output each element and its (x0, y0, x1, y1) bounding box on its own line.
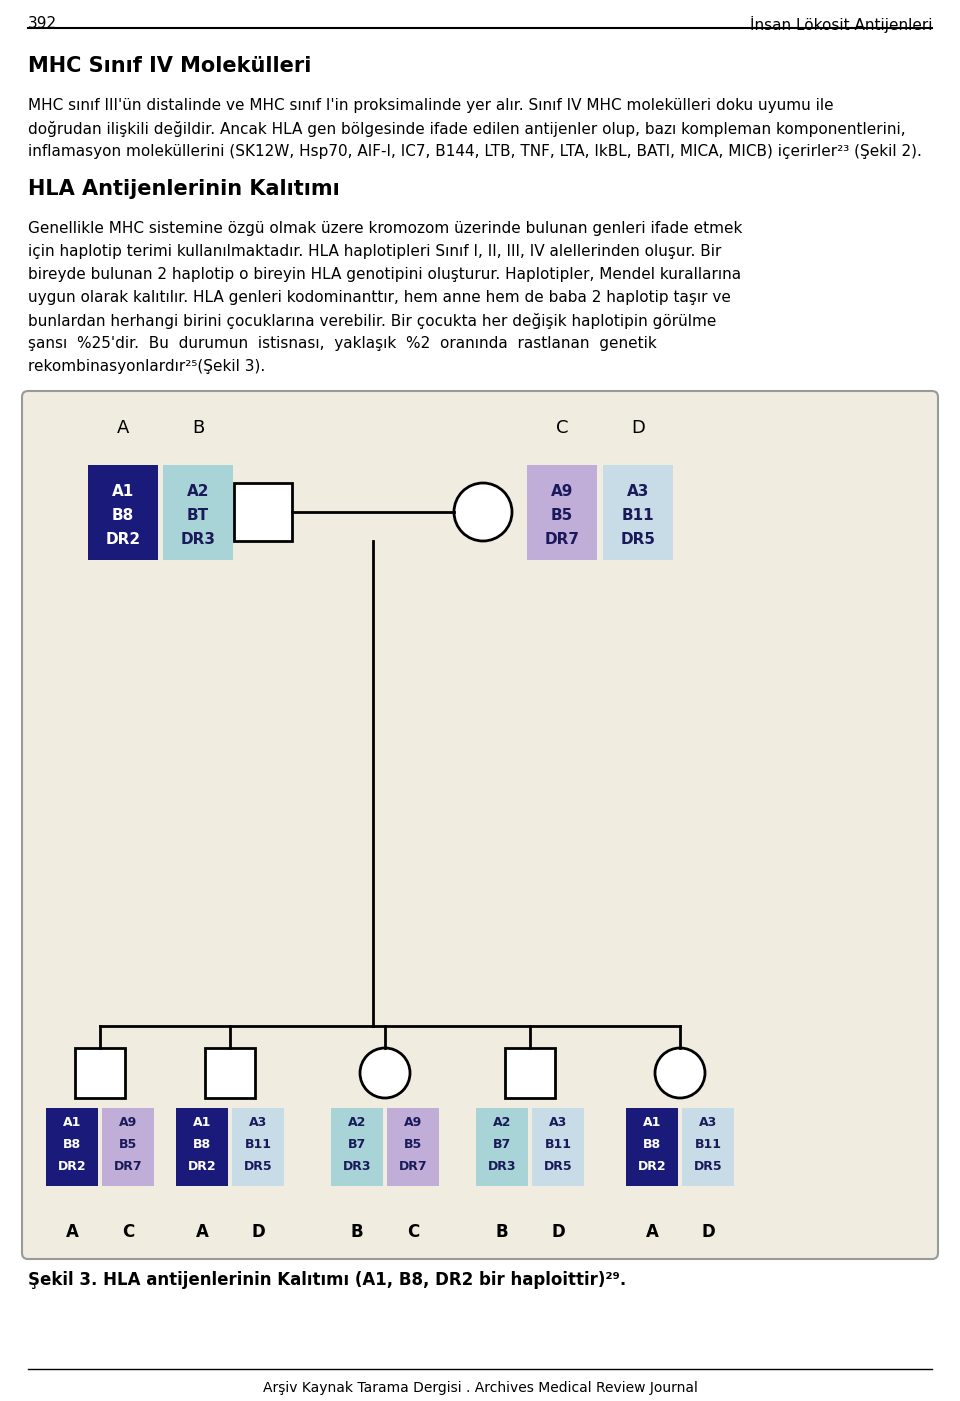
Text: B: B (350, 1223, 363, 1241)
Text: B11: B11 (245, 1138, 272, 1152)
Bar (88, 465, 158, 559)
Text: B5: B5 (404, 1138, 422, 1152)
Text: B5: B5 (551, 509, 573, 523)
Text: B8: B8 (193, 1138, 211, 1152)
Text: DR5: DR5 (620, 532, 656, 546)
Text: DR3: DR3 (180, 532, 215, 546)
Text: DR5: DR5 (543, 1160, 572, 1173)
Bar (532, 1108, 584, 1187)
Text: A: A (117, 419, 130, 437)
Text: A1: A1 (62, 1117, 82, 1129)
Text: DR2: DR2 (188, 1160, 216, 1173)
Text: A3: A3 (249, 1117, 267, 1129)
Bar (603, 465, 673, 559)
Text: A2: A2 (187, 483, 209, 499)
Bar (234, 483, 292, 541)
Text: DR7: DR7 (113, 1160, 142, 1173)
Bar (102, 1108, 154, 1187)
Text: B8: B8 (63, 1138, 81, 1152)
Text: B: B (192, 419, 204, 437)
Text: C: C (556, 419, 568, 437)
Bar (232, 1108, 284, 1187)
Text: B7: B7 (348, 1138, 366, 1152)
Text: Arşiv Kaynak Tarama Dergisi . Archives Medical Review Journal: Arşiv Kaynak Tarama Dergisi . Archives M… (263, 1381, 697, 1395)
Text: B7: B7 (492, 1138, 511, 1152)
Text: DR5: DR5 (244, 1160, 273, 1173)
Text: D: D (252, 1223, 265, 1241)
Text: A: A (196, 1223, 208, 1241)
Text: A1: A1 (643, 1117, 661, 1129)
Text: DR2: DR2 (58, 1160, 86, 1173)
Bar (387, 1108, 439, 1187)
Text: DR2: DR2 (106, 532, 140, 546)
Text: C: C (407, 1223, 420, 1241)
Text: Şekil 3. HLA antijenlerinin Kalıtımı (A1, B8, DR2 bir haploittir)²⁹.: Şekil 3. HLA antijenlerinin Kalıtımı (A1… (28, 1271, 626, 1289)
Text: A3: A3 (549, 1117, 567, 1129)
Bar (476, 1108, 528, 1187)
Text: İnsan Lökosit Antijenleri: İnsan Lökosit Antijenleri (750, 15, 932, 34)
Text: B11: B11 (622, 509, 655, 523)
Text: MHC sınıf III'ün distalinde ve MHC sınıf I'in proksimalinde yer alır. Sınıf IV M: MHC sınıf III'ün distalinde ve MHC sınıf… (28, 98, 833, 113)
Text: B: B (495, 1223, 508, 1241)
Text: A1: A1 (193, 1117, 211, 1129)
Bar (527, 465, 597, 559)
Text: A: A (645, 1223, 659, 1241)
Bar (176, 1108, 228, 1187)
Text: A2: A2 (492, 1117, 511, 1129)
Text: bireyde bulunan 2 haplotip o bireyin HLA genotipini oluşturur. Haplotipler, Mend: bireyde bulunan 2 haplotip o bireyin HLA… (28, 268, 741, 282)
Text: inflamasyon moleküllerini (SK12W, Hsp70, AIF-I, IC7, B144, LTB, TNF, LTA, IkBL, : inflamasyon moleküllerini (SK12W, Hsp70,… (28, 144, 922, 158)
Bar (682, 1108, 734, 1187)
Text: Genellikle MHC sistemine özgü olmak üzere kromozom üzerinde bulunan genleri ifad: Genellikle MHC sistemine özgü olmak üzer… (28, 221, 742, 235)
Text: bunlardan herhangi birini çocuklarına verebilir. Bir çocukta her değişik haploti: bunlardan herhangi birini çocuklarına ve… (28, 312, 716, 329)
Text: DR3: DR3 (343, 1160, 372, 1173)
Ellipse shape (454, 483, 512, 541)
Bar (331, 1108, 383, 1187)
Text: 392: 392 (28, 15, 58, 31)
Bar (75, 1048, 125, 1098)
Text: uygun olarak kalıtılır. HLA genleri kodominanttır, hem anne hem de baba 2 haplot: uygun olarak kalıtılır. HLA genleri kodo… (28, 290, 731, 305)
Text: şansı  %25'dir.  Bu  durumun  istisnası,  yaklaşık  %2  oranında  rastlanan  gen: şansı %25'dir. Bu durumun istisnası, yak… (28, 336, 657, 352)
Text: B8: B8 (643, 1138, 661, 1152)
Text: A3: A3 (699, 1117, 717, 1129)
Bar (205, 1048, 255, 1098)
Text: B11: B11 (544, 1138, 571, 1152)
Text: MHC Sınıf IV Molekülleri: MHC Sınıf IV Molekülleri (28, 56, 311, 76)
Text: B11: B11 (694, 1138, 722, 1152)
Text: D: D (701, 1223, 715, 1241)
Text: A2: A2 (348, 1117, 366, 1129)
Text: DR5: DR5 (694, 1160, 722, 1173)
Text: DR7: DR7 (398, 1160, 427, 1173)
Text: DR3: DR3 (488, 1160, 516, 1173)
Text: DR2: DR2 (637, 1160, 666, 1173)
Bar (163, 465, 233, 559)
Text: B5: B5 (119, 1138, 137, 1152)
Text: rekombinasyonlardır²⁵(Şekil 3).: rekombinasyonlardır²⁵(Şekil 3). (28, 359, 265, 374)
Text: DR7: DR7 (544, 532, 580, 546)
Text: D: D (631, 419, 645, 437)
Text: için haplotip terimi kullanılmaktadır. HLA haplotipleri Sınıf I, II, III, IV ale: için haplotip terimi kullanılmaktadır. H… (28, 244, 721, 259)
Text: A9: A9 (551, 483, 573, 499)
Ellipse shape (360, 1048, 410, 1098)
Text: A9: A9 (119, 1117, 137, 1129)
Text: BT: BT (187, 509, 209, 523)
Text: doğrudan ilişkili değildir. Ancak HLA gen bölgesinde ifade edilen antijenler olu: doğrudan ilişkili değildir. Ancak HLA ge… (28, 120, 905, 137)
Ellipse shape (655, 1048, 705, 1098)
Text: B8: B8 (112, 509, 134, 523)
Text: C: C (122, 1223, 134, 1241)
Text: D: D (551, 1223, 564, 1241)
Bar (46, 1108, 98, 1187)
Text: HLA Antijenlerinin Kalıtımı: HLA Antijenlerinin Kalıtımı (28, 179, 340, 199)
Bar (626, 1108, 678, 1187)
FancyBboxPatch shape (22, 391, 938, 1259)
Text: A: A (65, 1223, 79, 1241)
Text: A9: A9 (404, 1117, 422, 1129)
Bar (505, 1048, 555, 1098)
Text: A1: A1 (112, 483, 134, 499)
Text: A3: A3 (627, 483, 649, 499)
